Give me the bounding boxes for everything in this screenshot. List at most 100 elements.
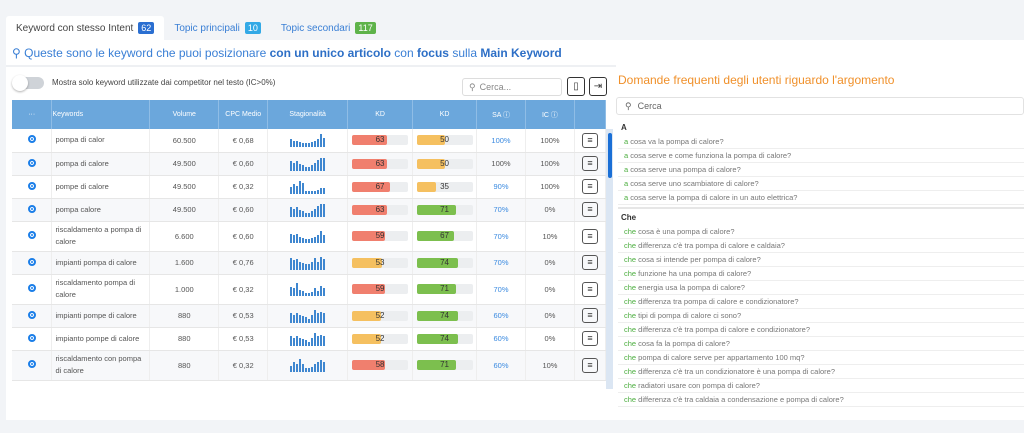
- kd-bar-fill: [352, 360, 385, 370]
- column-header[interactable]: Volume: [149, 100, 220, 129]
- row-menu-button[interactable]: ≡: [581, 281, 598, 297]
- seasonality-chart: [271, 309, 344, 323]
- faq-question[interactable]: che differenza tra pompa di calore e con…: [618, 295, 1024, 309]
- seasonality-chart: [271, 133, 344, 148]
- seasonality-bar: [296, 336, 299, 346]
- add-keyword-icon[interactable]: [27, 284, 36, 292]
- faq-question[interactable]: a cosa va la pompa di calore?: [618, 135, 1024, 149]
- column-header[interactable]: [574, 100, 607, 129]
- sa-cell[interactable]: 60%: [476, 350, 526, 381]
- question-prefix: a: [624, 151, 629, 160]
- column-header[interactable]: SA ⓘ: [476, 100, 526, 129]
- volume-cell: 6.600: [149, 221, 220, 252]
- faq-question[interactable]: che differenza c'è tra pompa di calore e…: [618, 323, 1024, 337]
- export-button[interactable]: ⇥: [589, 77, 607, 96]
- sa-cell[interactable]: 60%: [476, 304, 526, 328]
- add-keyword-icon[interactable]: [27, 333, 36, 342]
- seasonality-bar: [308, 293, 311, 296]
- row-menu-button[interactable]: ≡: [581, 228, 598, 244]
- seasonality-bar: [320, 134, 323, 148]
- add-keyword-icon[interactable]: [27, 181, 36, 190]
- kd-bar: 63: [352, 135, 409, 146]
- faq-question[interactable]: a cosa serve una pompa di calore?: [618, 163, 1024, 177]
- row-menu-button[interactable]: ≡: [581, 308, 598, 323]
- faq-question[interactable]: a cosa serve e come funziona la pompa di…: [618, 149, 1024, 163]
- seasonality-bar: [311, 165, 314, 171]
- column-header[interactable]: KD: [347, 100, 414, 129]
- add-keyword-icon[interactable]: [27, 310, 36, 319]
- row-menu-button[interactable]: ≡: [581, 156, 598, 171]
- seasonality-bar: [323, 138, 326, 148]
- kd-bar-fill: [416, 333, 458, 344]
- table-search-input[interactable]: ⚲ Cerca...: [462, 78, 562, 96]
- sa-cell[interactable]: 70%: [476, 251, 526, 275]
- keyword-cell: pompe di calore: [51, 175, 151, 199]
- question-text: cosa serve una pompa di calore?: [628, 165, 741, 174]
- clipboard-button[interactable]: ▯: [567, 77, 585, 96]
- seasonality-bar: [323, 157, 326, 171]
- sa-cell[interactable]: 60%: [476, 327, 526, 351]
- add-keyword-icon[interactable]: [27, 158, 36, 167]
- faq-question[interactable]: che differenza c'è tra caldaia a condens…: [618, 393, 1024, 407]
- faq-search-input[interactable]: ⚲ Cerca: [616, 97, 1024, 115]
- question-prefix: che: [624, 325, 637, 334]
- row-menu-button[interactable]: ≡: [581, 357, 598, 373]
- sa-cell[interactable]: 70%: [476, 221, 526, 252]
- row-menu-button[interactable]: ≡: [581, 202, 598, 217]
- faq-question[interactable]: che differenza c'è tra pompa di calore e…: [618, 239, 1024, 253]
- seasonality-bar: [299, 359, 302, 372]
- tab-topic-principali[interactable]: Topic principali 10: [164, 16, 271, 40]
- seasonality-bar: [293, 337, 296, 346]
- question-prefix: che: [624, 227, 637, 236]
- add-keyword-icon[interactable]: [27, 360, 36, 368]
- column-header[interactable]: ···: [12, 100, 53, 129]
- seasonality-bar: [299, 164, 302, 171]
- table-scrollbar[interactable]: [606, 129, 613, 389]
- faq-question[interactable]: che pompa di calore serve per appartamen…: [618, 351, 1024, 365]
- kd-bar: 59: [352, 284, 409, 294]
- add-keyword-icon[interactable]: [27, 231, 36, 239]
- faq-question[interactable]: che differenza c'è tra un condizionatore…: [618, 365, 1024, 379]
- ic-cell: 0%: [525, 274, 575, 305]
- tab-keyword-stesso-intent[interactable]: Keyword con stesso Intent 62: [6, 16, 165, 40]
- competitor-filter-toggle[interactable]: [12, 75, 44, 91]
- scrollbar-thumb[interactable]: [607, 133, 612, 178]
- faq-question[interactable]: che cosa è una pompa di calore?: [618, 225, 1024, 239]
- column-header[interactable]: Stagionalità: [267, 100, 349, 129]
- sa-cell[interactable]: 70%: [476, 198, 526, 222]
- sa-cell[interactable]: 70%: [476, 274, 526, 305]
- faq-question[interactable]: a cosa serve uno scambiatore di calore?: [618, 177, 1024, 191]
- row-menu-button[interactable]: ≡: [581, 255, 598, 270]
- sa-cell[interactable]: 90%: [476, 175, 526, 199]
- tab-topic-secondari[interactable]: Topic secondari 117: [271, 16, 386, 40]
- seasonality-bar: [314, 236, 317, 243]
- cpc-cell: € 0,68: [218, 129, 269, 153]
- question-text: radiatori usare con pompa di calore?: [636, 381, 760, 390]
- faq-question[interactable]: che funzione ha una pompa di calore?: [618, 267, 1024, 281]
- row-menu-button[interactable]: ≡: [581, 132, 598, 148]
- seasonality-bar: [323, 235, 326, 243]
- clipboard-icon: ▯: [573, 81, 579, 92]
- column-header[interactable]: Keywords: [51, 100, 151, 129]
- row-menu-button[interactable]: ≡: [581, 331, 598, 346]
- row-menu-button[interactable]: ≡: [581, 179, 598, 194]
- faq-question[interactable]: che tipi di pompa di calore ci sono?: [618, 309, 1024, 323]
- faq-question[interactable]: che cosa fa la pompa di calore?: [618, 337, 1024, 351]
- column-header[interactable]: KD: [412, 100, 478, 129]
- question-text: differenza c'è tra pompa di calore e cal…: [636, 241, 785, 250]
- column-header[interactable]: CPC Medio: [218, 100, 269, 129]
- seasonality-bar: [305, 143, 308, 148]
- column-header[interactable]: IC ⓘ: [525, 100, 575, 129]
- add-keyword-icon[interactable]: [27, 257, 36, 266]
- sa-cell[interactable]: 100%: [476, 129, 526, 153]
- seasonality-bar: [293, 235, 296, 243]
- add-keyword-icon[interactable]: [27, 135, 36, 144]
- heading-bold: con un unico articolo: [269, 46, 391, 60]
- add-keyword-icon[interactable]: [27, 204, 36, 213]
- kd-value: 52: [375, 310, 385, 320]
- faq-question[interactable]: che radiatori usare con pompa di calore?: [618, 379, 1024, 393]
- faq-question[interactable]: che cosa si intende per pompa di calore?: [618, 253, 1024, 267]
- faq-question[interactable]: a cosa serve la pompa di calore in un au…: [618, 191, 1024, 205]
- kd-value: 50: [440, 135, 449, 145]
- faq-question[interactable]: che energia usa la pompa di calore?: [618, 281, 1024, 295]
